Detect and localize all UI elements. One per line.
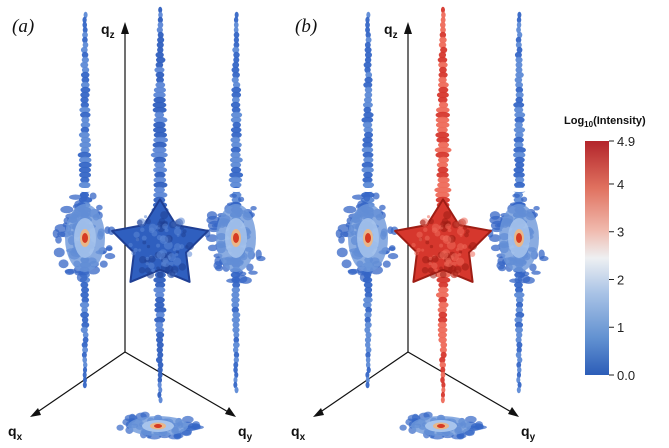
left-projection bbox=[52, 186, 116, 283]
qx-label: qx bbox=[8, 423, 23, 443]
colorbar-ticks: 4.9 4 3 2 1 0.0 bbox=[609, 134, 635, 383]
center-star-blob bbox=[394, 198, 492, 283]
qz-label: qz bbox=[101, 21, 115, 41]
center-star-blob bbox=[111, 198, 209, 283]
colorbar-tick-label: 0.0 bbox=[617, 368, 635, 383]
colorbar-tick-label: 3 bbox=[617, 225, 624, 240]
center-streak bbox=[150, 6, 169, 404]
right-projection bbox=[487, 186, 549, 284]
qy-label: qy bbox=[521, 423, 536, 443]
qx-axis bbox=[35, 351, 126, 414]
panel-label: (b) bbox=[295, 16, 317, 37]
colorbar-title: Log10(Intensity) bbox=[564, 115, 646, 129]
qz-arrow bbox=[121, 22, 129, 34]
qz-arrow bbox=[404, 22, 412, 34]
left-projection bbox=[335, 186, 399, 283]
qy-arrow bbox=[225, 407, 236, 417]
qz-label: qz bbox=[384, 21, 398, 41]
qy-arrow bbox=[508, 407, 519, 417]
right-projection bbox=[204, 186, 266, 284]
colorbar-gradient bbox=[585, 141, 609, 375]
colorbar-tick-label: 2 bbox=[617, 272, 624, 287]
panel-label: (a) bbox=[12, 16, 34, 37]
bottom-projection bbox=[116, 411, 204, 440]
qx-arrow bbox=[313, 408, 324, 417]
colorbar-tick-label: 4.9 bbox=[617, 134, 635, 149]
colorbar-tick-label: 4 bbox=[617, 177, 624, 192]
colorbar-tick-label: 1 bbox=[617, 320, 624, 335]
bottom-projection bbox=[399, 411, 487, 440]
qy-axis bbox=[124, 351, 231, 414]
qy-axis bbox=[407, 351, 514, 414]
qx-arrow bbox=[30, 408, 41, 417]
panel-a: qz qx qy (a) bbox=[8, 6, 266, 443]
qx-axis bbox=[318, 351, 409, 414]
colorbar: Log10(Intensity) 4.9 4 3 2 1 0.0 bbox=[564, 115, 646, 383]
panel-b: qz qx qy (b) bbox=[291, 6, 549, 443]
qy-label: qy bbox=[238, 423, 253, 443]
qx-label: qx bbox=[291, 423, 306, 443]
